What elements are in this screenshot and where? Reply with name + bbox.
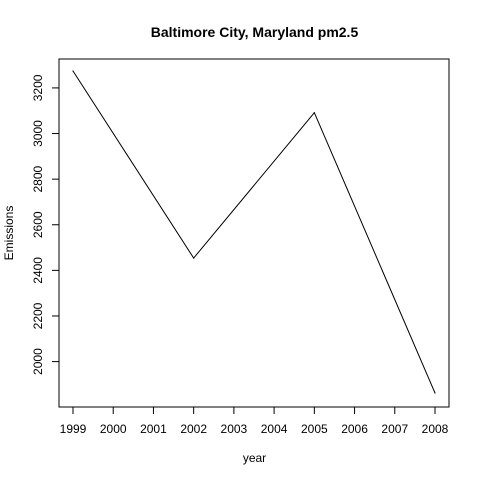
data-point-2008 xyxy=(434,392,436,394)
x-tick-label-1999: 1999 xyxy=(60,422,87,436)
y-tick-label-2600: 2600 xyxy=(31,211,45,238)
y-tick-label-2800: 2800 xyxy=(31,165,45,192)
x-tick-label-2001: 2001 xyxy=(140,422,167,436)
data-point-1999 xyxy=(72,70,74,72)
data-point-2002 xyxy=(193,257,195,259)
x-tick-label-2003: 2003 xyxy=(221,422,248,436)
series-layer xyxy=(72,70,436,394)
y-tick-label-2000: 2000 xyxy=(31,348,45,375)
x-axis-label: year xyxy=(243,451,266,465)
y-tick-label-3200: 3200 xyxy=(31,74,45,101)
y-tick-label-2400: 2400 xyxy=(31,257,45,284)
y-axis: 2000 2200 2400 2600 2800 3000 3200 xyxy=(31,74,59,375)
chart-title: Baltimore City, Maryland pm2.5 xyxy=(151,24,359,40)
x-axis: 1999 2000 2001 2002 2003 2004 2005 2006 2007 2008 xyxy=(60,407,449,436)
x-tick-label-2006: 2006 xyxy=(341,422,368,436)
y-tick-label-2200: 2200 xyxy=(31,302,45,329)
x-tick-label-2005: 2005 xyxy=(301,422,328,436)
x-tick-label-2008: 2008 xyxy=(422,422,449,436)
x-tick-label-2002: 2002 xyxy=(180,422,207,436)
x-tick-label-2007: 2007 xyxy=(381,422,408,436)
y-tick-label-3000: 3000 xyxy=(31,120,45,147)
x-tick-label-2000: 2000 xyxy=(100,422,127,436)
y-axis-label: Emissions xyxy=(2,206,16,261)
series-line-0 xyxy=(72,70,436,394)
plot-frame xyxy=(58,58,450,408)
data-point-2005 xyxy=(313,112,315,114)
x-tick-label-2004: 2004 xyxy=(261,422,288,436)
